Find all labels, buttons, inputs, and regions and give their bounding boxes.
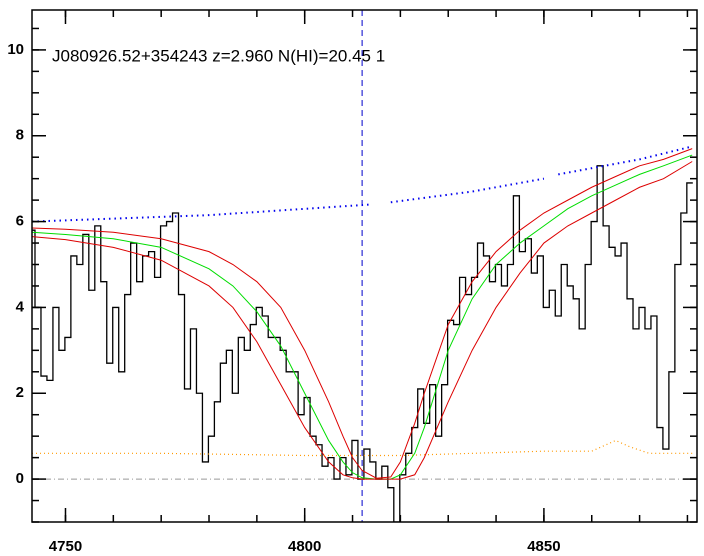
series-model-lower [32, 161, 693, 480]
plot-area [32, 10, 697, 522]
series-error [32, 439, 693, 457]
x-tick-label: 4750 [49, 538, 82, 555]
y-tick-label: 6 [16, 213, 24, 230]
x-tick-label: 4800 [288, 538, 321, 555]
y-tick-label: 2 [16, 384, 24, 401]
series-model-upper [32, 148, 693, 479]
series-flux [32, 165, 693, 522]
y-tick-label: 0 [16, 470, 24, 487]
y-tick-label: 4 [16, 298, 25, 315]
chart-title: J080926.52+354243 z=2.960 N(HI)=20.45 1 [52, 46, 385, 65]
axes-frame [31, 9, 698, 523]
y-tick-label: 10 [7, 41, 24, 58]
series-continuum [32, 145, 693, 223]
x-tick-label: 4850 [527, 538, 560, 555]
y-tick-label: 8 [16, 127, 24, 144]
